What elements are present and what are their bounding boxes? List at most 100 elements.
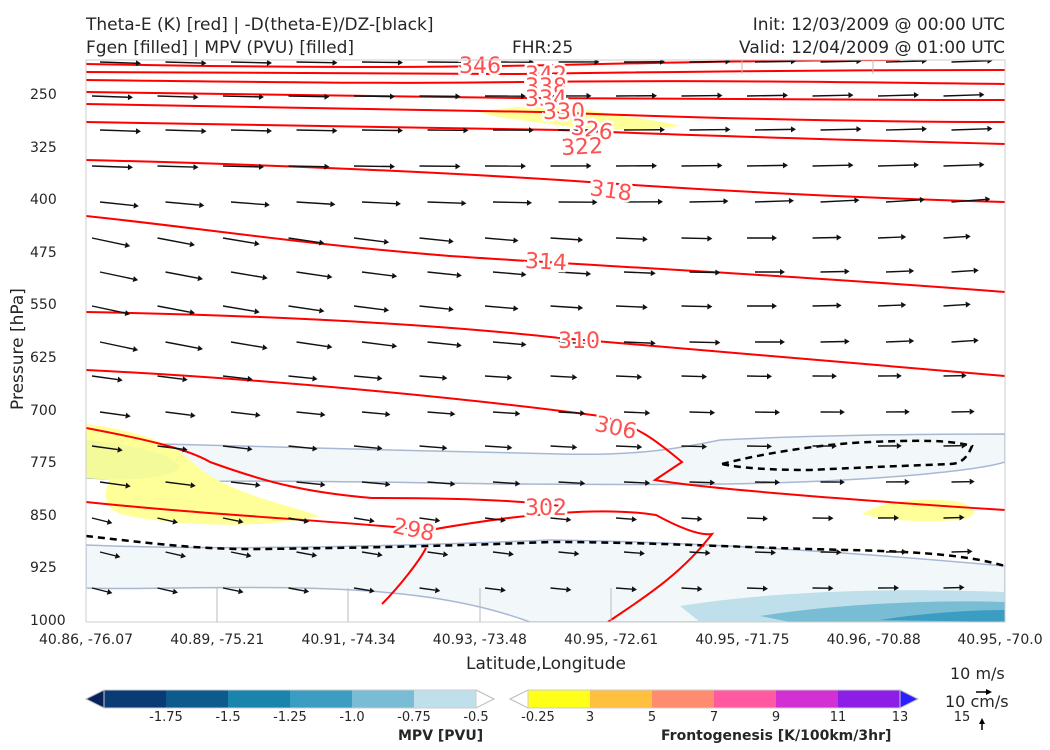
wind-arrow	[689, 339, 721, 346]
wind-arrow	[1009, 301, 1035, 307]
wind-arrow	[427, 127, 469, 134]
wind-arrow	[230, 201, 270, 208]
wind-arrow	[484, 305, 519, 312]
wind-arrow	[157, 517, 178, 525]
wind-arrow	[419, 517, 441, 524]
wind-arrow	[353, 93, 395, 100]
fgen-colorbar-tick: 3	[585, 710, 595, 725]
wind-arrow	[492, 199, 532, 206]
wind-arrow	[296, 481, 326, 488]
wind-arrow	[427, 60, 469, 66]
wind-arrow	[820, 409, 845, 416]
wind-arrow	[288, 517, 310, 524]
wind-arrow	[419, 587, 441, 594]
wind-arrow	[157, 305, 195, 316]
wind-arrow	[353, 517, 375, 524]
wind-arrow	[99, 551, 121, 559]
wind-arrow	[1009, 584, 1030, 590]
wind-arrow	[885, 196, 925, 203]
wind-arrow	[427, 200, 467, 207]
wind-arrow	[222, 163, 264, 170]
wind-arrow	[681, 162, 723, 169]
wind-arrow	[288, 305, 325, 314]
wind-arrow	[623, 340, 656, 347]
wind-arrow	[427, 551, 449, 558]
fgen-fill-right	[862, 499, 975, 522]
ref-vector-label-horizontal: 10 m/s	[950, 664, 1005, 683]
wind-arrow	[943, 584, 965, 591]
wind-arrow	[492, 550, 514, 557]
wind-arrow	[951, 337, 979, 344]
theta-e-contour-label: 330	[543, 100, 585, 125]
wind-arrow	[550, 162, 592, 169]
wind-arrow	[296, 411, 326, 418]
wind-arrow	[296, 201, 336, 208]
wind-arrow	[361, 341, 398, 349]
x-tick-label: 40.95, -71.75	[695, 632, 790, 648]
wind-arrow	[623, 550, 645, 557]
wind-arrow	[288, 93, 330, 100]
fgen-colorbar-tick: 11	[829, 710, 847, 725]
mpv-fill-light	[86, 433, 1005, 486]
wind-arrow	[820, 268, 850, 275]
wind-arrow	[230, 127, 272, 134]
wind-arrow	[681, 92, 723, 99]
wind-arrow	[165, 551, 186, 559]
wind-arrow	[754, 479, 780, 486]
ref-vector-label-vertical: 10 cm/s	[945, 692, 1009, 711]
wind-arrow	[681, 235, 713, 242]
wind-arrow	[99, 411, 131, 419]
y-tick-label: 700	[30, 402, 57, 419]
x-tick-label: 40.93, -73.48	[432, 632, 527, 648]
wind-arrow	[427, 341, 462, 349]
wind-arrow	[419, 237, 454, 245]
wind-arrow	[943, 91, 985, 98]
wind-arrow	[361, 60, 403, 66]
wind-arrow	[492, 127, 534, 134]
wind-arrow	[951, 60, 993, 64]
wind-arrow	[689, 409, 716, 416]
theta-e-contour-label: 322	[560, 134, 603, 161]
wind-arrow	[951, 125, 993, 132]
theta-e-contour-label: 310	[558, 329, 600, 354]
mpv-colorbar-outline	[103, 689, 477, 709]
mpv-fill-deeper	[880, 610, 1005, 622]
wind-arrow	[157, 445, 188, 453]
wind-arrow	[885, 338, 915, 345]
wind-arrow	[623, 60, 665, 65]
mpv-colorbar-tick: -1.75	[149, 710, 183, 725]
fgen-colorbar-swatch	[590, 690, 653, 708]
wind-arrow	[165, 271, 203, 282]
wind-arrow	[812, 234, 842, 241]
x-tick-label: 40.95, -70.0	[957, 632, 1043, 648]
wind-arrow	[353, 445, 383, 452]
plot-frame	[85, 59, 1006, 623]
wind-arrow	[222, 375, 253, 382]
wind-arrow	[353, 375, 383, 382]
wind-arrow	[746, 585, 768, 592]
wind-arrow	[91, 305, 131, 317]
wind-arrow	[419, 93, 461, 100]
wind-arrow	[1017, 196, 1050, 202]
wind-arrow	[99, 128, 141, 135]
wind-arrow	[353, 305, 390, 313]
mpv-colorbar-extend-low	[84, 689, 105, 709]
wind-arrow	[492, 271, 527, 278]
x-tick-label: 40.95, -72.61	[564, 632, 659, 648]
wind-arrow	[885, 478, 910, 485]
wind-arrow	[812, 162, 854, 169]
wind-arrow	[1017, 126, 1050, 132]
wind-arrow	[361, 551, 383, 558]
wind-arrow	[951, 267, 979, 274]
wind-arrow	[755, 339, 785, 345]
mpv-colorbar-tick: -0.5	[463, 710, 489, 725]
plot-area	[86, 60, 1005, 622]
wind-arrow	[1009, 233, 1035, 239]
fgen-colorbar	[508, 689, 920, 709]
wind-arrow	[820, 549, 842, 556]
wind-arrow	[361, 411, 391, 418]
valid-time: Valid: 12/04/2009 @ 01:00 UTC	[739, 38, 1005, 58]
wind-arrow	[288, 163, 330, 170]
wind-arrow	[681, 373, 708, 380]
wind-arrow	[230, 481, 261, 488]
